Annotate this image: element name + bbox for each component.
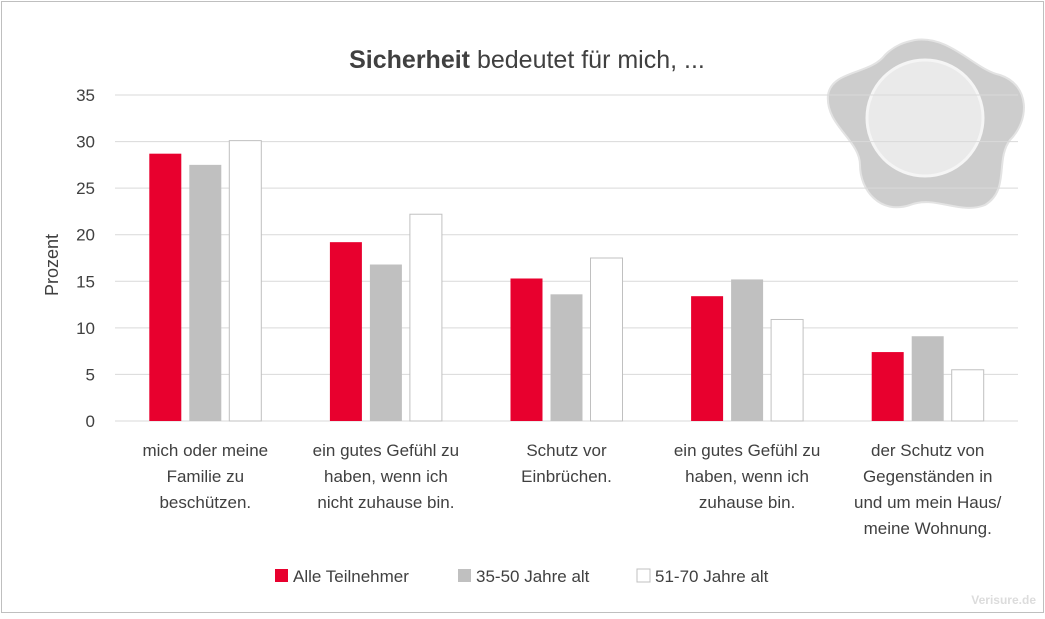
- bar: [409, 213, 443, 422]
- y-axis-label: Prozent: [42, 234, 62, 296]
- bar: [951, 369, 985, 422]
- legend-swatch: [275, 569, 288, 582]
- bar: [189, 164, 222, 421]
- x-tick-label: Einbrüchen.: [521, 467, 612, 486]
- bar: [149, 153, 182, 421]
- bar: [369, 264, 402, 421]
- x-tick-label: beschützen.: [159, 493, 251, 512]
- bar: [590, 257, 623, 422]
- y-tick-label: 20: [76, 226, 95, 245]
- legend-label: Alle Teilnehmer: [293, 567, 409, 586]
- legend-label: 35-50 Jahre alt: [476, 567, 590, 586]
- bar: [510, 278, 543, 421]
- bar: [691, 296, 724, 421]
- x-tick-label: nicht zuhause bin.: [317, 493, 454, 512]
- bar: [228, 140, 262, 422]
- legend-swatch: [458, 569, 471, 582]
- x-tick-label: ein gutes Gefühl zu: [674, 441, 820, 460]
- chart-title: Sicherheit bedeutet für mich, ...: [349, 46, 705, 74]
- watermark: Verisure.de: [971, 593, 1036, 607]
- y-tick-label: 35: [76, 86, 95, 105]
- x-tick-label: Schutz vor: [526, 441, 607, 460]
- y-tick-label: 15: [76, 272, 95, 291]
- bar: [871, 352, 904, 421]
- title-text: bedeutet für mich, ...: [477, 46, 705, 74]
- y-tick-label: 30: [76, 133, 95, 152]
- x-tick-label: Gegenständen in: [863, 467, 993, 486]
- legend-label: 51-70 Jahre alt: [655, 567, 769, 586]
- y-tick-label: 25: [76, 179, 95, 198]
- bar: [911, 336, 944, 421]
- x-tick-label: meine Wohnung.: [864, 519, 992, 538]
- bar: [550, 294, 583, 421]
- bar: [329, 242, 362, 421]
- x-tick-label: Familie zu: [167, 467, 244, 486]
- y-tick-label: 5: [86, 365, 95, 384]
- y-tick-label: 10: [76, 319, 95, 338]
- bar: [731, 279, 764, 421]
- legend-swatch: [636, 568, 651, 583]
- title-bold: Sicherheit: [349, 46, 471, 74]
- x-tick-label: haben, wenn ich: [685, 467, 809, 486]
- x-tick-label: haben, wenn ich: [324, 467, 448, 486]
- x-tick-label: und um mein Haus/: [854, 493, 1002, 512]
- x-tick-label: der Schutz von: [871, 441, 984, 460]
- logo: [826, 38, 1025, 209]
- x-tick-label: ein gutes Gefühl zu: [313, 441, 459, 460]
- x-tick-label: mich oder meine: [142, 441, 268, 460]
- y-tick-label: 0: [86, 412, 95, 431]
- x-tick-label: zuhause bin.: [699, 493, 795, 512]
- bar: [770, 318, 804, 422]
